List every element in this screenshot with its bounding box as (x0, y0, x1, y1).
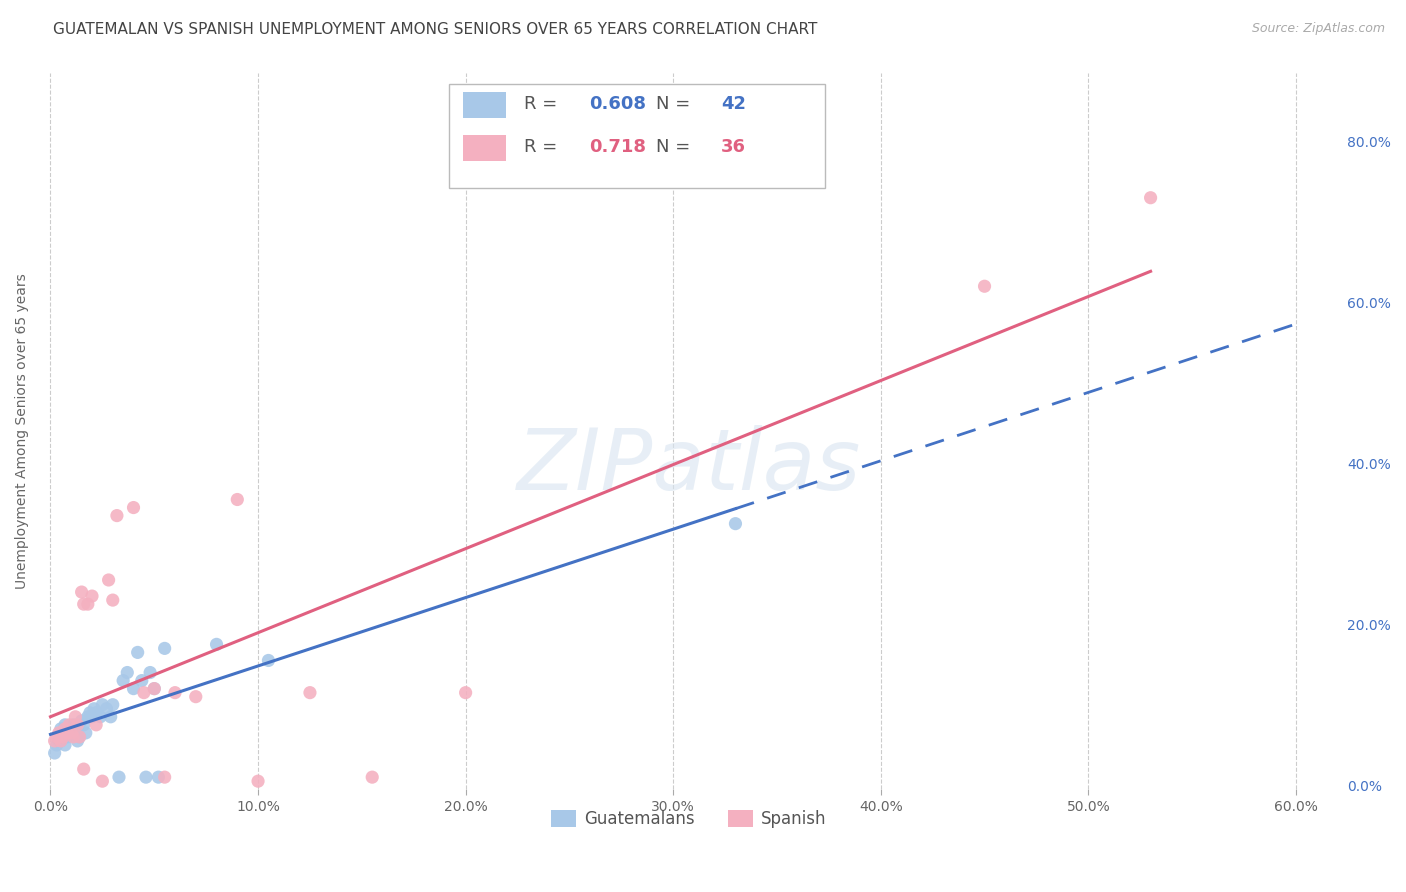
FancyBboxPatch shape (449, 84, 825, 187)
Point (83, 702, 105, 716)
Point (53, 718, 76, 732)
Point (52, 726, 75, 740)
Point (73, 597, 96, 611)
Point (184, 690, 207, 704)
Point (97, 573, 120, 587)
Text: 0.608: 0.608 (589, 95, 645, 112)
Point (1139, 191, 1161, 205)
Point (56, 726, 79, 740)
Text: GUATEMALAN VS SPANISH UNEMPLOYMENT AMONG SENIORS OVER 65 YEARS CORRELATION CHART: GUATEMALAN VS SPANISH UNEMPLOYMENT AMONG… (53, 22, 818, 37)
Text: ZIPatlas: ZIPatlas (516, 425, 860, 508)
Point (62, 730, 84, 744)
Point (69, 730, 91, 744)
Point (62, 718, 84, 732)
Point (66, 718, 89, 732)
Point (724, 516, 747, 531)
Point (48, 734, 70, 748)
Point (298, 686, 321, 700)
Point (132, 686, 155, 700)
Point (361, 770, 384, 784)
Point (58, 726, 80, 740)
Point (96, 702, 118, 716)
Point (65, 726, 87, 740)
Point (131, 673, 153, 688)
Point (53, 738, 76, 752)
Point (139, 665, 162, 680)
Point (101, 698, 124, 712)
Point (69, 730, 91, 744)
Point (153, 641, 176, 656)
Point (58, 718, 80, 732)
Point (91, 698, 114, 712)
Point (143, 681, 166, 696)
Point (91, 774, 114, 789)
Point (53, 722, 76, 736)
Text: R =: R = (524, 95, 562, 112)
Point (122, 681, 145, 696)
Point (44, 746, 66, 760)
Point (112, 673, 135, 688)
Point (75, 726, 97, 740)
Point (117, 665, 139, 680)
Point (80, 710, 103, 724)
Point (73, 718, 96, 732)
Point (70, 714, 93, 728)
Point (973, 279, 995, 293)
Point (60, 722, 83, 736)
Point (101, 593, 124, 607)
Point (60, 726, 83, 740)
Point (70, 585, 93, 599)
Text: 42: 42 (721, 95, 747, 112)
Point (52, 730, 75, 744)
Point (163, 686, 186, 700)
Point (44, 734, 66, 748)
Point (48, 726, 70, 740)
Point (66, 734, 89, 748)
Point (76, 597, 98, 611)
Point (49, 734, 72, 748)
FancyBboxPatch shape (463, 136, 506, 161)
Point (49, 734, 72, 748)
Point (80, 589, 103, 603)
Point (76, 710, 98, 724)
Point (127, 645, 149, 659)
Point (122, 500, 145, 515)
Point (79, 706, 101, 720)
Point (143, 681, 166, 696)
Point (153, 770, 176, 784)
Point (56, 730, 79, 744)
Text: N =: N = (657, 137, 696, 156)
Point (84, 706, 107, 720)
Point (105, 508, 128, 523)
Y-axis label: Unemployment Among Seniors over 65 years: Unemployment Among Seniors over 65 years (15, 273, 30, 589)
Point (49, 722, 72, 736)
Text: N =: N = (657, 95, 696, 112)
Point (100, 710, 122, 724)
Point (65, 710, 87, 724)
Point (454, 686, 477, 700)
Point (257, 653, 280, 667)
Point (45, 730, 67, 744)
Text: 0.718: 0.718 (589, 137, 645, 156)
Point (108, 770, 131, 784)
Point (135, 770, 157, 784)
Point (84, 718, 107, 732)
Legend: Guatemalans, Spanish: Guatemalans, Spanish (544, 803, 834, 835)
Point (89, 710, 111, 724)
Point (226, 492, 249, 507)
Point (73, 762, 96, 776)
Text: 36: 36 (721, 137, 747, 156)
Text: Source: ZipAtlas.com: Source: ZipAtlas.com (1251, 22, 1385, 36)
Point (247, 774, 270, 789)
Point (148, 770, 170, 784)
Point (205, 637, 228, 651)
Text: R =: R = (524, 137, 562, 156)
Point (45, 738, 67, 752)
FancyBboxPatch shape (463, 92, 506, 118)
